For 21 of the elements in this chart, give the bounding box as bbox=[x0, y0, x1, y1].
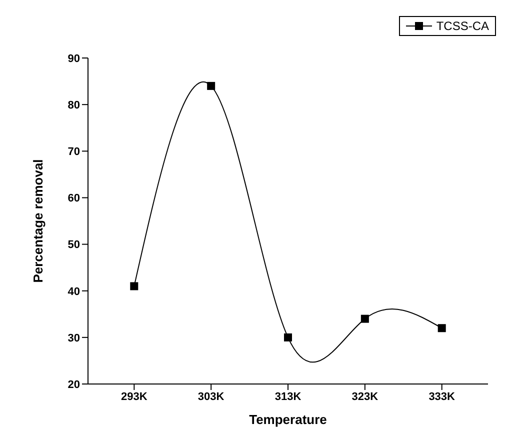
y-tick-label: 60 bbox=[68, 192, 80, 205]
x-axis-title: Temperature bbox=[249, 412, 327, 427]
y-axis-title: Percentage removal bbox=[30, 159, 46, 283]
y-tick-label: 80 bbox=[68, 99, 80, 112]
y-tick-label: 30 bbox=[68, 332, 80, 344]
x-tick-label: 303K bbox=[198, 390, 224, 403]
y-tick-label: 20 bbox=[68, 378, 80, 391]
x-tick-label: 313K bbox=[274, 390, 302, 403]
x-tick-label: 323K bbox=[352, 390, 378, 403]
y-tick-label: 70 bbox=[68, 146, 80, 158]
y-tick-label: 90 bbox=[68, 52, 80, 65]
legend-label: TCSS-CA bbox=[436, 19, 489, 33]
point bbox=[130, 282, 138, 290]
point bbox=[207, 82, 216, 90]
point bbox=[284, 333, 292, 342]
x-tick-label: 333K bbox=[428, 390, 456, 403]
point bbox=[438, 324, 446, 332]
x-tick-label: 293K bbox=[121, 390, 148, 403]
y-tick-label: 40 bbox=[68, 286, 80, 298]
point bbox=[360, 314, 369, 323]
y-tick-label: 50 bbox=[68, 239, 80, 252]
